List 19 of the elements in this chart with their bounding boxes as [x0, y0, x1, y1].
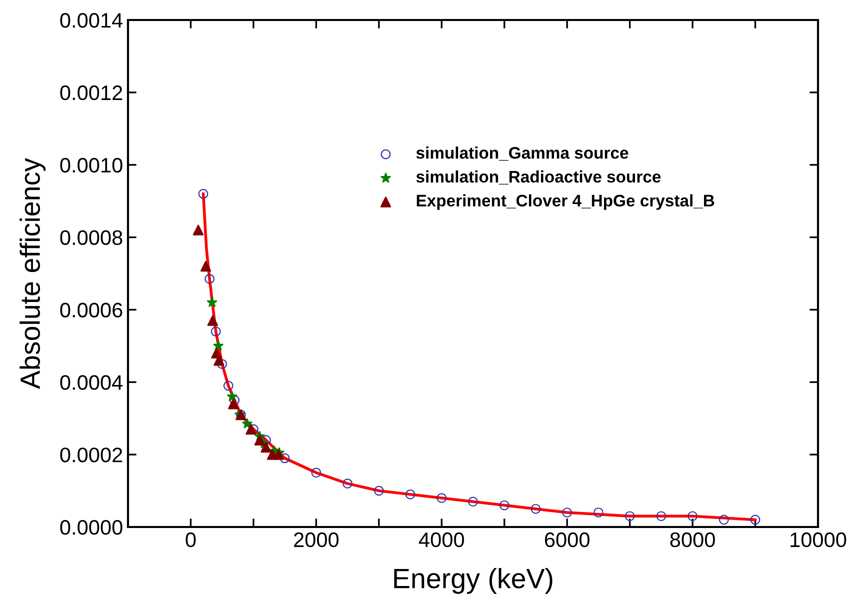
y-tick-label: 0.0014 [60, 13, 123, 28]
legend-label: simulation_Radioactive source [416, 170, 661, 185]
x-tick-label: 0 [186, 532, 196, 548]
legend-label: Experiment_Clover 4_HpGe crystal_B [416, 194, 714, 210]
y-tick-label: 0.0000 [60, 520, 122, 535]
y-tick-label: 0.0006 [60, 302, 122, 318]
y-axis-title: Absolute efficiency [20, 158, 46, 389]
y-tick-label: 0.0002 [60, 448, 122, 462]
y-tick-label: 0.0004 [60, 375, 123, 390]
y-tick-label: 0.0008 [60, 230, 122, 246]
legend-label: simulation_Gamma source [416, 146, 628, 161]
y-tick-label: 0.0010 [60, 158, 122, 173]
x-tick-label: 6000 [544, 532, 590, 548]
x-tick-label: 8000 [670, 532, 715, 548]
x-tick-label: 10000 [790, 532, 846, 548]
x-tick-label: 2000 [294, 532, 339, 548]
x-tick-label: 4000 [418, 532, 464, 548]
y-tick-label: 0.0012 [60, 85, 122, 100]
x-axis-title: Energy (keV) [394, 568, 552, 594]
